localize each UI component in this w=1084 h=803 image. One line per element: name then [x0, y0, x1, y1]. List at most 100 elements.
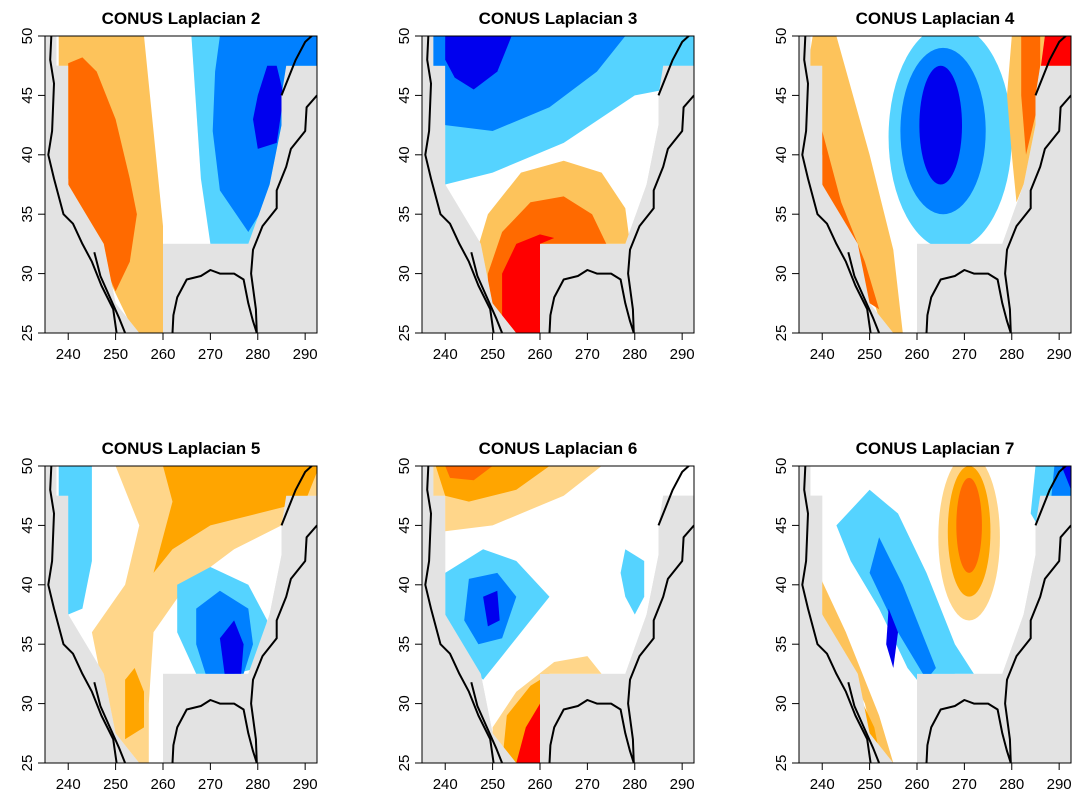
plot-frame: [421, 465, 695, 764]
y-tick-label: 35: [19, 636, 36, 653]
y-tick-label: 30: [396, 265, 413, 282]
y-tick-label: 45: [396, 517, 413, 534]
coastline: [424, 36, 495, 333]
x-tick-label: 250: [857, 776, 882, 793]
x-tick-label: 240: [433, 776, 458, 793]
x-tick-label: 250: [480, 346, 505, 363]
x-tick-label: 270: [575, 346, 600, 363]
plot-frame: [44, 465, 318, 764]
panel-title: CONUS Laplacian 4: [856, 9, 1015, 28]
coastline: [548, 699, 635, 763]
coastline: [280, 466, 314, 526]
coastline: [801, 466, 872, 763]
contour-dark-blue: [886, 608, 898, 668]
x-tick-label: 280: [245, 346, 270, 363]
contour-dark-blue: [483, 590, 500, 627]
y-tick-label: 50: [773, 28, 790, 45]
coastline: [171, 269, 258, 333]
plot-frame: [798, 35, 1072, 334]
contour-dark-orange: [445, 466, 493, 481]
y-tick-label: 40: [19, 576, 36, 593]
panel-title: CONUS Laplacian 3: [479, 9, 638, 28]
x-tick-label: 260: [150, 346, 175, 363]
y-tick-label: 40: [19, 146, 36, 163]
y-tick-label: 25: [396, 755, 413, 772]
y-tick-label: 45: [19, 517, 36, 534]
x-tick-label: 290: [1047, 776, 1072, 793]
coastline: [250, 524, 317, 763]
y-tick-label: 40: [396, 146, 413, 163]
y-tick-label: 35: [19, 206, 36, 223]
y-tick-label: 40: [396, 576, 413, 593]
coastlines: [47, 466, 317, 763]
y-tick-label: 40: [773, 146, 790, 163]
coastline: [657, 466, 691, 526]
x-tick-label: 280: [999, 776, 1024, 793]
panel-6: CONUS Laplacian 7 240 250 260 270 280 290 25 30 3…: [773, 439, 1072, 793]
y-tick-label: 35: [396, 206, 413, 223]
panel-title: CONUS Laplacian 5: [102, 439, 261, 458]
y-tick-label: 45: [396, 87, 413, 104]
contour-red: [502, 234, 555, 333]
coastline: [1004, 94, 1071, 333]
contour-orange: [125, 668, 144, 740]
x-tick-label: 280: [622, 776, 647, 793]
x-tick-label: 250: [103, 346, 128, 363]
x-tick-label: 240: [56, 346, 81, 363]
coastline: [470, 251, 504, 333]
x-tick-label: 280: [245, 776, 270, 793]
coastline: [93, 251, 127, 333]
coastline: [424, 466, 495, 763]
contour-dark-orange: [68, 57, 137, 292]
coastline: [1004, 524, 1071, 763]
x-tick-label: 280: [999, 346, 1024, 363]
coastline: [1034, 36, 1068, 96]
x-tick-label: 270: [575, 776, 600, 793]
y-tick-label: 35: [773, 636, 790, 653]
x-tick-label: 240: [810, 776, 835, 793]
domain-region: [433, 36, 694, 333]
coastline: [47, 466, 118, 763]
y-tick-label: 50: [396, 28, 413, 45]
x-tick-label: 250: [480, 776, 505, 793]
domain-region: [56, 36, 318, 333]
coastline: [548, 269, 635, 333]
coastline: [925, 699, 1012, 763]
coastline: [280, 36, 314, 96]
x-tick-label: 250: [857, 346, 882, 363]
coastline: [1034, 466, 1068, 526]
domain-region: [56, 466, 318, 763]
coastline: [93, 681, 127, 763]
contour-dark-blue: [919, 65, 963, 185]
y-tick-label: 40: [773, 576, 790, 593]
contour-light-orange: [810, 36, 903, 333]
coastlines: [424, 466, 694, 763]
panel-title: CONUS Laplacian 2: [102, 9, 261, 28]
contour-red: [516, 703, 540, 763]
y-tick-label: 45: [773, 517, 790, 534]
y-tick-label: 30: [19, 265, 36, 282]
coastlines: [47, 36, 317, 333]
panel-title: CONUS Laplacian 7: [856, 439, 1015, 458]
x-tick-label: 260: [150, 776, 175, 793]
y-tick-label: 50: [19, 458, 36, 475]
coastline: [847, 251, 881, 333]
coastline: [470, 681, 504, 763]
panel-3: CONUS Laplacian 4 240 250 260 270 280 290 25 30 3…: [773, 9, 1072, 363]
y-tick-label: 50: [19, 28, 36, 45]
x-tick-label: 260: [904, 776, 929, 793]
contour-dark-blue: [445, 36, 512, 90]
x-tick-label: 290: [1047, 346, 1072, 363]
y-tick-label: 30: [19, 695, 36, 712]
y-tick-label: 45: [19, 87, 36, 104]
contour-dark-blue: [253, 65, 284, 149]
contour-light-blue: [620, 549, 645, 615]
coastline: [847, 681, 881, 763]
x-tick-label: 260: [527, 346, 552, 363]
x-tick-label: 270: [952, 776, 977, 793]
x-tick-label: 290: [670, 776, 695, 793]
panel-1: CONUS Laplacian 2 240 250 260 270 280 290 25 30 3…: [19, 9, 318, 363]
coastline: [801, 36, 872, 333]
